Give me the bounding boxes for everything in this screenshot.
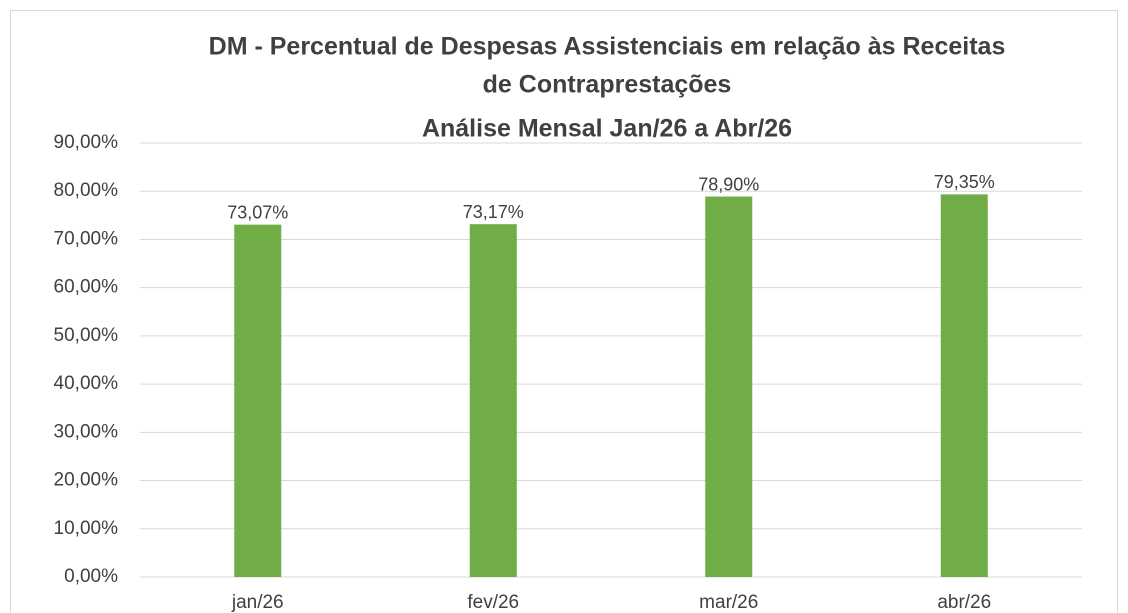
y-tick-label: 80,00%: [54, 180, 119, 201]
data-label: 73,17%: [463, 202, 524, 222]
bar: [705, 196, 753, 577]
y-tick-label: 20,00%: [54, 470, 119, 491]
chart-title: DM - Percentual de Despesas Assistenciai…: [209, 33, 1006, 61]
y-tick-label: 10,00%: [54, 518, 119, 539]
x-tick-label: abr/26: [937, 592, 991, 613]
y-tick-label: 50,00%: [54, 325, 119, 346]
y-tick-label: 0,00%: [64, 566, 118, 587]
bar: [469, 224, 517, 577]
x-tick-label: fev/26: [467, 592, 519, 613]
y-tick-label: 30,00%: [54, 421, 119, 442]
y-tick-label: 90,00%: [54, 132, 119, 153]
data-label: 78,90%: [698, 174, 759, 194]
data-label: 73,07%: [227, 202, 288, 222]
y-tick-label: 60,00%: [54, 277, 119, 298]
bar: [940, 194, 988, 577]
x-tick-label: mar/26: [699, 592, 758, 613]
chart-title: de Contraprestações: [483, 71, 732, 99]
chart-border: [10, 10, 1118, 613]
y-tick-label: 40,00%: [54, 373, 119, 394]
bar: [234, 224, 282, 577]
data-label: 79,35%: [934, 172, 995, 192]
y-tick-label: 70,00%: [54, 228, 119, 249]
chart-subtitle: Análise Mensal Jan/26 a Abr/26: [422, 115, 792, 143]
x-tick-label: jan/26: [231, 592, 284, 613]
